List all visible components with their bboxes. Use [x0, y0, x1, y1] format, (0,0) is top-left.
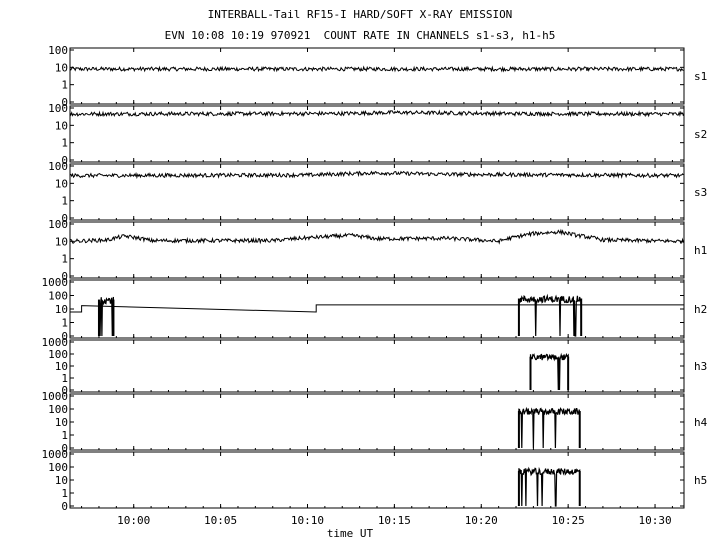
panel-label: s2 — [694, 128, 707, 141]
y-tick-label: 100 — [48, 403, 68, 416]
x-tick-label: 10:00 — [117, 514, 150, 527]
y-tick-label: 10 — [55, 360, 68, 373]
burst-trace — [518, 293, 582, 337]
y-tick-label: 1 — [61, 429, 68, 442]
y-tick-label: 10 — [55, 474, 68, 487]
y-tick-label: 10 — [55, 303, 68, 316]
series-line — [69, 228, 684, 245]
chart-title: INTERBALL-Tail RF15-I HARD/SOFT X-RAY EM… — [207, 8, 513, 21]
x-tick-label: 10:20 — [465, 514, 498, 527]
y-tick-label: 1 — [61, 195, 68, 208]
burst-trace — [518, 406, 581, 449]
panel-label: h1 — [694, 244, 707, 257]
y-tick-label: 100 — [48, 290, 68, 303]
x-tick-label: 10:05 — [204, 514, 237, 527]
y-tick-label: 1 — [61, 487, 68, 500]
y-tick-label: 100 — [48, 348, 68, 361]
y-tick-label: 100 — [48, 461, 68, 474]
chart-subtitle: EVN 10:08 10:19 970921 COUNT RATE IN CHA… — [164, 29, 556, 42]
y-tick-label: 100 — [48, 160, 68, 173]
panel-label: h2 — [694, 303, 707, 316]
panel-frame — [69, 163, 685, 221]
y-tick-label: 0 — [61, 330, 68, 343]
burst-trace — [98, 296, 114, 337]
y-tick-label: 10 — [55, 119, 68, 132]
y-tick-label: 1000 — [42, 276, 69, 289]
panel-frame — [69, 47, 685, 105]
panel-label: h5 — [694, 474, 707, 487]
y-tick-label: 0 — [61, 270, 68, 283]
x-tick-label: 10:10 — [291, 514, 324, 527]
series-line — [69, 65, 684, 73]
y-tick-label: 10 — [55, 61, 68, 74]
y-tick-label: 0 — [61, 500, 68, 513]
series-line — [70, 304, 684, 313]
y-tick-label: 1 — [61, 253, 68, 266]
y-tick-label: 0 — [61, 154, 68, 167]
panel-frame — [69, 279, 685, 339]
y-tick-label: 1000 — [42, 448, 69, 461]
panel-frame — [69, 451, 685, 509]
panel-frame — [69, 393, 685, 451]
burst-trace — [518, 466, 581, 507]
y-tick-label: 100 — [48, 218, 68, 231]
x-tick-label: 10:25 — [552, 514, 585, 527]
y-tick-label: 100 — [48, 102, 68, 115]
y-tick-label: 0 — [61, 96, 68, 109]
panel-label: s1 — [694, 70, 707, 83]
series-line — [69, 109, 684, 118]
y-tick-label: 0 — [61, 384, 68, 397]
panel-label: h4 — [694, 416, 708, 429]
y-tick-label: 10 — [55, 235, 68, 248]
y-tick-label: 10 — [55, 177, 68, 190]
y-tick-label: 0 — [61, 442, 68, 455]
burst-trace — [529, 352, 569, 391]
x-tick-label: 10:30 — [638, 514, 671, 527]
y-tick-label: 1 — [61, 79, 68, 92]
y-tick-label: 1000 — [42, 390, 69, 403]
series-line — [69, 170, 684, 180]
x-tick-label: 10:15 — [378, 514, 411, 527]
y-tick-label: 1000 — [42, 336, 69, 349]
chart-titles: INTERBALL-Tail RF15-I HARD/SOFT X-RAY EM… — [0, 0, 720, 48]
panel-label: s3 — [694, 186, 707, 199]
x-axis-label: time UT — [327, 527, 374, 540]
panel-label: h3 — [694, 360, 707, 373]
y-tick-label: 10 — [55, 416, 68, 429]
panel-frame — [69, 221, 685, 279]
y-tick-label: 100 — [48, 44, 68, 57]
panel-frame — [69, 339, 685, 393]
y-tick-label: 1 — [61, 317, 68, 330]
y-tick-label: 1 — [61, 137, 68, 150]
y-tick-label: 0 — [61, 212, 68, 225]
y-tick-label: 1 — [61, 372, 68, 385]
